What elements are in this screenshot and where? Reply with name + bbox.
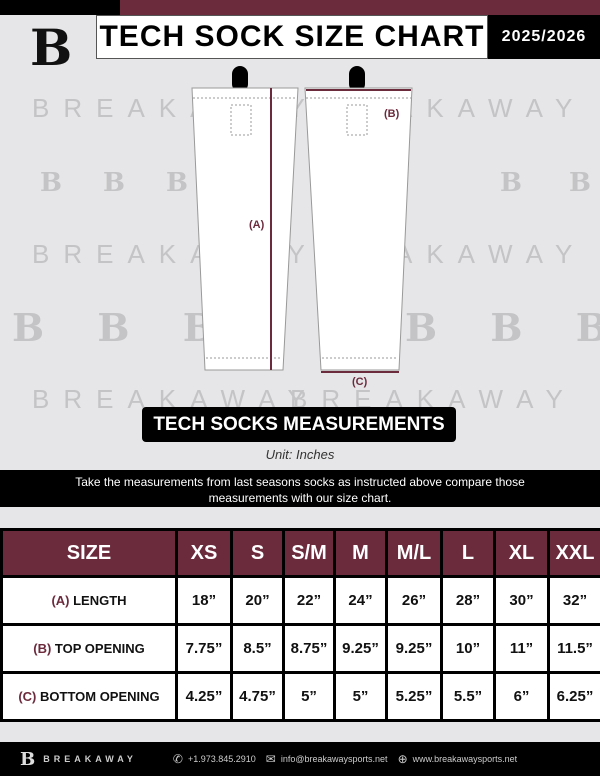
footer-website[interactable]: www.breakawaysports.net <box>412 754 518 764</box>
header-ml: M/L <box>385 528 443 578</box>
phone-icon: ✆ <box>172 752 183 766</box>
size-table: SIZE XS S S/M M M/L L XL XXL (A) LENGTH … <box>0 528 600 722</box>
cell: 9.25” <box>385 623 443 674</box>
measurements-title: TECH SOCKS MEASUREMENTS <box>153 413 445 435</box>
label-a: (A) <box>249 219 265 231</box>
header-sm: S/M <box>282 528 336 578</box>
table-row-top-opening: (B) TOP OPENING 7.75” 8.5” 8.75” 9.25” 9.25”… <box>0 623 600 674</box>
sock-back <box>304 87 413 371</box>
top-bar-black <box>0 0 120 15</box>
table-row-length: (A) LENGTH 18” 20” 22” 24” 26” 28” 30” 32” <box>0 575 600 626</box>
sock-tag-left <box>230 104 252 136</box>
brand-logo: B <box>30 18 73 77</box>
season-label: 2025/2026 <box>501 28 587 45</box>
sock-diagram <box>191 66 413 373</box>
cell: 5.25” <box>385 671 443 722</box>
cell: 11.5” <box>547 623 600 674</box>
header-size: SIZE <box>0 528 178 578</box>
row-name: TOP OPENING <box>54 641 145 656</box>
cell: 8.75” <box>282 623 336 674</box>
header-s: S <box>230 528 285 578</box>
cell: 4.75” <box>230 671 285 722</box>
row-name: LENGTH <box>73 593 127 608</box>
sock-front <box>191 87 299 371</box>
page-title-box: TECH SOCK SIZE CHART <box>96 15 488 59</box>
cell: 5” <box>333 671 388 722</box>
table-row-bottom-opening: (C) BOTTOM OPENING 4.25” 4.75” 5” 5” 5.25” 5.… <box>0 671 600 722</box>
row-code: (C) <box>18 689 37 704</box>
unit-label: Unit: Inches <box>265 447 335 462</box>
cell: 6.25” <box>547 671 600 722</box>
watermark-logos: B B B <box>12 305 215 350</box>
row-label: (B) TOP OPENING <box>0 623 178 674</box>
cell: 20” <box>230 575 285 626</box>
row-code: (A) <box>51 593 70 608</box>
footer-brand: BREAKAWAY <box>43 754 137 764</box>
watermark-logos: B B B <box>405 305 600 350</box>
cell: 6” <box>493 671 550 722</box>
cell: 28” <box>440 575 496 626</box>
watermark-text: AKAWAY <box>395 93 587 123</box>
sock-tag-right <box>346 104 368 136</box>
top-bar-maroon <box>120 0 600 15</box>
sock-hanger-left <box>232 66 248 92</box>
table-header-row: SIZE XS S S/M M M/L L XL XXL <box>0 528 600 578</box>
row-label: (A) LENGTH <box>0 575 178 626</box>
label-c: (C) <box>352 376 368 388</box>
footer-email[interactable]: info@breakawaysports.net <box>280 754 388 764</box>
header-l: L <box>440 528 496 578</box>
watermark-logos: B B B <box>40 168 189 198</box>
instructions: Take the measurements from last seasons … <box>0 470 600 507</box>
header-xl: XL <box>493 528 550 578</box>
label-b: (B) <box>384 108 400 120</box>
cell: 4.25” <box>175 671 233 722</box>
header-xs: XS <box>175 528 233 578</box>
cell: 32” <box>547 575 600 626</box>
cell: 30” <box>493 575 550 626</box>
season-box: 2025/2026 <box>488 15 600 59</box>
email-icon: ✉ <box>265 752 276 766</box>
footer: B BREAKAWAY ✆ +1.973.845.2910 ✉ info@bre… <box>0 742 600 776</box>
globe-icon: ⊕ <box>397 752 408 766</box>
header-xxl: XXL <box>547 528 600 578</box>
cell: 11” <box>493 623 550 674</box>
cell: 26” <box>385 575 443 626</box>
footer-phone[interactable]: +1.973.845.2910 <box>187 754 256 764</box>
row-label: (C) BOTTOM OPENING <box>0 671 178 722</box>
cell: 7.75” <box>175 623 233 674</box>
sock-hanger-right <box>349 66 365 92</box>
row-code: (B) <box>33 641 52 656</box>
measurements-heading: TECH SOCKS MEASUREMENTS <box>142 407 456 442</box>
cell: 24” <box>333 575 388 626</box>
watermark-text: AKAWAY <box>395 239 587 269</box>
cell: 10” <box>440 623 496 674</box>
cell: 9.25” <box>333 623 388 674</box>
footer-logo: B <box>20 748 36 770</box>
cell: 18” <box>175 575 233 626</box>
page-title: TECH SOCK SIZE CHART <box>99 20 485 53</box>
watermark-logos: B B <box>500 168 592 198</box>
cell: 22” <box>282 575 336 626</box>
cell: 8.5” <box>230 623 285 674</box>
header-m: M <box>333 528 388 578</box>
cell: 5” <box>282 671 336 722</box>
cell: 5.5” <box>440 671 496 722</box>
row-name: BOTTOM OPENING <box>40 689 160 704</box>
